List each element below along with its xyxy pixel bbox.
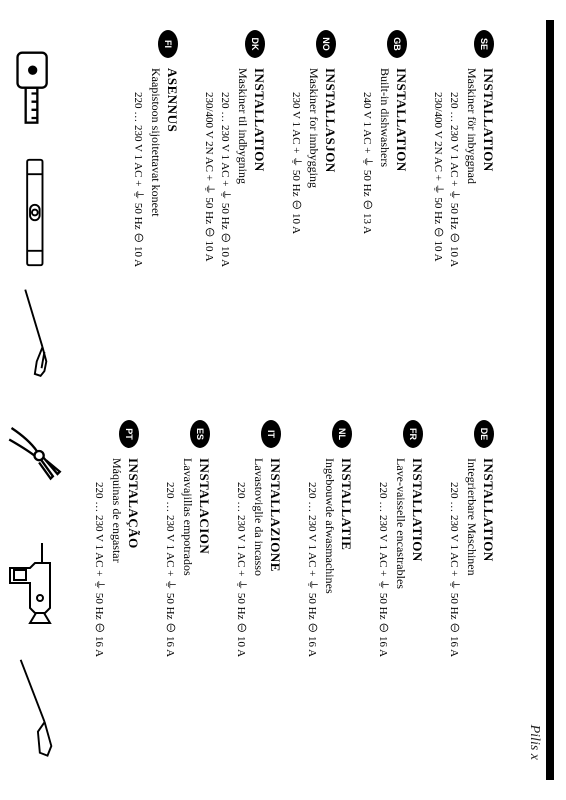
- entry-subtitle: Kaapistoon sijoitettavat koneet: [148, 68, 163, 380]
- country-badge: FI: [158, 30, 178, 58]
- entry-text: INSTALLATIONIntegrierbare Maschinen220 ……: [447, 458, 496, 770]
- entry-subtitle: Lave-vaisselle encastrables: [393, 458, 408, 770]
- entry-subtitle: Lavastoviglie da incasso: [251, 458, 266, 770]
- entry-title: INSTALLATIE: [338, 458, 354, 770]
- entry-subtitle: Built-in dishwashers: [377, 68, 392, 380]
- entry-title: INSTALLATION: [251, 68, 267, 380]
- entry-title: ASENNUS: [164, 68, 180, 380]
- entry-subtitle: Lavavajillas empotrados: [180, 458, 195, 770]
- language-entry: SE INSTALLATIONMaskiner för inbyggnad220 …: [431, 30, 496, 380]
- entry-subtitle: Ingebouwde afwasmachines: [322, 458, 337, 770]
- entry-title: INSTALLATION: [480, 68, 496, 380]
- entry-spec: 220 … 230 V 1 AC + ⏚ 50 Hz ⊖ 10 A: [218, 68, 234, 380]
- entry-text: INSTALAÇÃOMáquinas de engastar220 … 230 …: [92, 458, 141, 770]
- spirit-level-icon: [0, 155, 70, 270]
- entry-spec: 220 … 230 V 1 AC + ⏚ 50 Hz ⊖ 10 A: [447, 68, 463, 380]
- entry-spec: 220 … 230 V 1 AC + ⏚ 50 Hz ⊖ 10 A: [234, 458, 250, 770]
- tape-measure-icon: [0, 30, 70, 145]
- entry-text: INSTALLASJONMaskiner for innbygging230 V…: [289, 68, 338, 380]
- entry-subtitle: Integrierbare Maschinen: [464, 458, 479, 770]
- entry-title: INSTALACION: [196, 458, 212, 770]
- entry-spec: 230/400 V 2N AC + ⏚ 50 Hz ⊖ 10 A: [431, 68, 447, 380]
- columns-container: SEINSTALLATIONMaskiner för inbyggnad220 …: [86, 30, 496, 770]
- entry-text: INSTALLATIONMaskiner för inbyggnad220 … …: [431, 68, 496, 380]
- entry-title: INSTALLATION: [480, 458, 496, 770]
- country-badge: DE: [474, 420, 494, 448]
- entry-spec: 240 V 1 AC + ⏚ 50 Hz ⊖ 13 A: [360, 68, 376, 380]
- country-badge: NO: [316, 30, 336, 58]
- entry-spec: 230 V 1 AC + ⏚ 50 Hz ⊖ 10 A: [289, 68, 305, 380]
- language-entry: NO INSTALLASJONMaskiner for innbygging230…: [289, 30, 338, 380]
- entry-text: INSTALLATIONBuilt-in dishwashers240 V 1 …: [360, 68, 409, 380]
- language-entry: PT INSTALAÇÃOMáquinas de engastar220 … 23…: [92, 420, 141, 770]
- entry-title: INSTALAÇÃO: [125, 458, 141, 770]
- language-entry: FI ASENNUSKaapistoon sijoitettavat koneet…: [131, 30, 180, 380]
- left-column: SEINSTALLATIONMaskiner för inbyggnad220 …: [86, 30, 496, 380]
- entry-text: INSTALACIONLavavajillas empotrados220 … …: [163, 458, 212, 770]
- country-badge: SE: [474, 30, 494, 58]
- country-badge: FR: [403, 420, 423, 448]
- entry-text: INSTALLATIONMaskiner til indbygning220 ……: [202, 68, 267, 380]
- country-badge: IT: [261, 420, 281, 448]
- language-entry: IT INSTALLAZIONELavastoviglie da incasso2…: [234, 420, 283, 770]
- country-badge: DK: [245, 30, 265, 58]
- screwdriver-icon: [0, 280, 70, 395]
- entry-spec: 220 … 230 V 1 AC + ⏚ 50 Hz ⊖ 10 A: [131, 68, 147, 380]
- entry-title: INSTALLASJON: [322, 68, 338, 380]
- entry-subtitle: Maskiner för inbyggnad: [464, 68, 479, 380]
- entry-title: INSTALLAZIONE: [267, 458, 283, 770]
- entry-spec: 220 … 230 V 1 AC + ⏚ 50 Hz ⊖ 16 A: [376, 458, 392, 770]
- entry-spec: 220 … 230 V 1 AC + ⏚ 50 Hz ⊖ 16 A: [305, 458, 321, 770]
- page-content: Pilis x SEINSTALLATIONMaskiner för inbyg…: [0, 0, 566, 800]
- pliers-icon: [0, 405, 70, 520]
- language-entry: DE INSTALLATIONIntegrierbare Maschinen220…: [447, 420, 496, 770]
- country-badge: GB: [387, 30, 407, 58]
- awl-icon: [0, 655, 70, 770]
- language-entry: DK INSTALLATIONMaskiner til indbygning220…: [202, 30, 267, 380]
- entry-subtitle: Maskiner til indbygning: [235, 68, 250, 380]
- entry-spec: 220 … 230 V 1 AC + ⏚ 50 Hz ⊖ 16 A: [447, 458, 463, 770]
- tools-row: [0, 30, 80, 770]
- entry-subtitle: Maskiner for innbygging: [306, 68, 321, 380]
- entry-text: INSTALLATIONLave-vaisselle encastrables2…: [376, 458, 425, 770]
- entry-title: INSTALLATION: [393, 68, 409, 380]
- language-entry: NL INSTALLATIEIngebouwde afwasmachines220…: [305, 420, 354, 770]
- entry-spec: 220 … 230 V 1 AC + ⏚ 50 Hz ⊖ 16 A: [163, 458, 179, 770]
- drill-icon: [0, 530, 70, 645]
- language-entry: FR INSTALLATIONLave-vaisselle encastrable…: [376, 420, 425, 770]
- country-badge: NL: [332, 420, 352, 448]
- country-badge: PT: [119, 420, 139, 448]
- top-border: [546, 20, 554, 780]
- right-column: DEINSTALLATIONIntegrierbare Maschinen220…: [86, 420, 496, 770]
- entry-text: INSTALLAZIONELavastoviglie da incasso220…: [234, 458, 283, 770]
- entry-text: INSTALLATIEIngebouwde afwasmachines220 ……: [305, 458, 354, 770]
- language-entry: ES INSTALACIONLavavajillas empotrados220 …: [163, 420, 212, 770]
- country-badge: ES: [190, 420, 210, 448]
- entry-spec: 220 … 230 V 1 AC + ⏚ 50 Hz ⊖ 16 A: [92, 458, 108, 770]
- entry-spec: 230/400 V 2N AC + ⏚ 50 Hz ⊖ 10 A: [202, 68, 218, 380]
- entry-subtitle: Máquinas de engastar: [109, 458, 124, 770]
- entry-title: INSTALLATION: [409, 458, 425, 770]
- entry-text: ASENNUSKaapistoon sijoitettavat koneet22…: [131, 68, 180, 380]
- handwritten-note: Pilis x: [526, 725, 542, 760]
- language-entry: GB INSTALLATIONBuilt-in dishwashers240 V …: [360, 30, 409, 380]
